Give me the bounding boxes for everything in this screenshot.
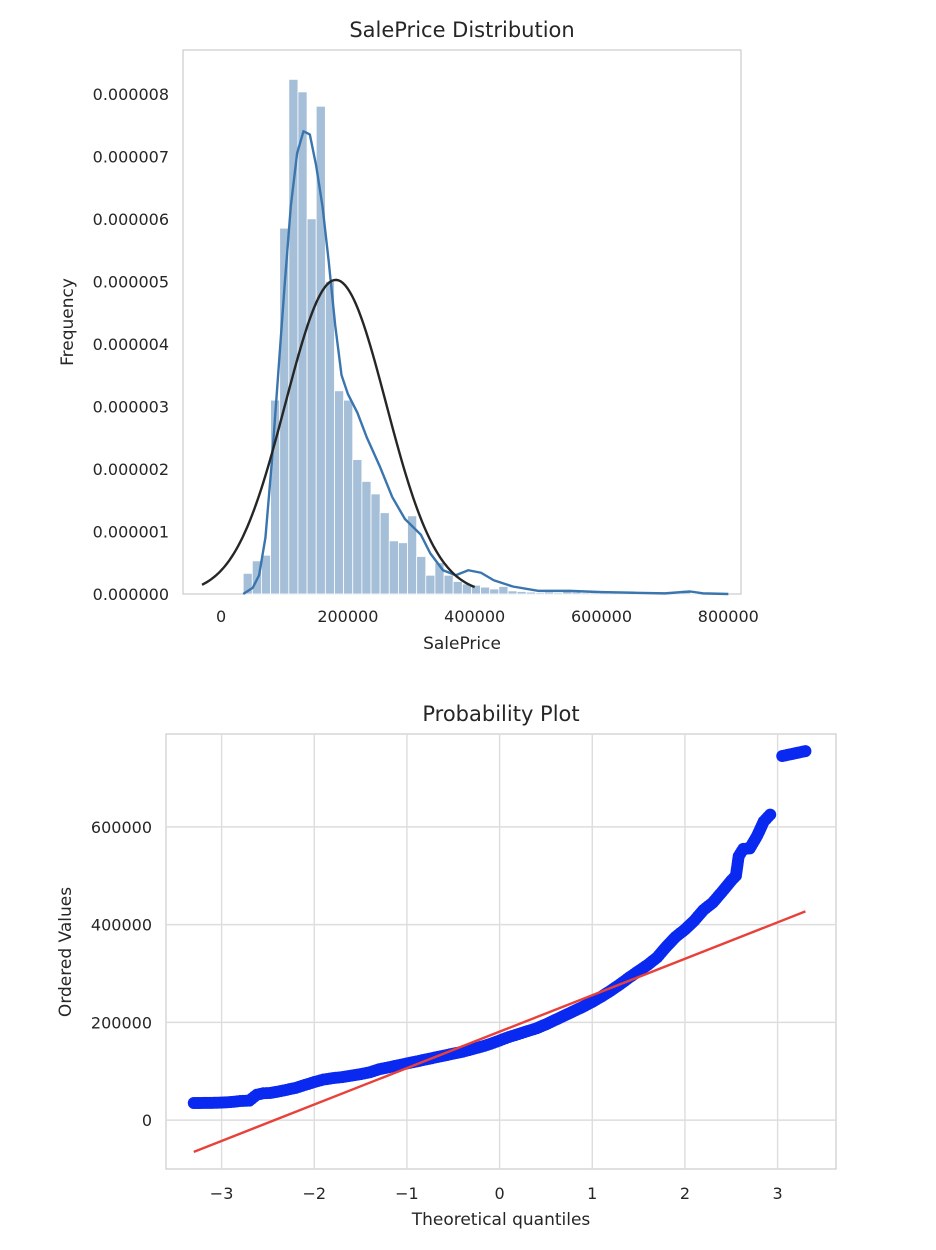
- histogram-bar: [480, 586, 491, 595]
- y-tick-label: 0.000006: [93, 210, 169, 229]
- x-tick-label: −3: [210, 1184, 234, 1203]
- histogram-bar: [580, 592, 591, 595]
- y-tick-label: 0.000000: [93, 585, 169, 604]
- x-tick-label: −1: [395, 1184, 419, 1203]
- probability-plot-frame: [165, 733, 837, 1170]
- x-tick-label: 0: [216, 607, 226, 626]
- histogram-bar: [544, 591, 555, 595]
- probability-y-tick-labels: 0 200000 400000 600000: [91, 818, 152, 1130]
- histogram-bar: [407, 515, 418, 595]
- x-tick-label: 1: [587, 1184, 597, 1203]
- probability-gridlines: [166, 734, 836, 1169]
- histogram-bar: [361, 481, 372, 595]
- probability-y-axis-label: Ordered Values: [56, 887, 76, 1017]
- histogram-bar: [416, 556, 427, 595]
- distribution-curves: [201, 130, 729, 596]
- y-tick-label: 0.000003: [93, 397, 169, 416]
- probability-points: [187, 745, 812, 1110]
- probability-x-tick-labels: −3 −2 −1 0 1 2 3: [210, 1184, 783, 1203]
- histogram-bar: [334, 390, 345, 595]
- histogram-bar: [370, 493, 381, 595]
- histogram-bar: [388, 540, 399, 595]
- histogram-bar: [352, 459, 363, 595]
- histogram-bar: [534, 592, 545, 595]
- histogram-bar: [306, 218, 317, 595]
- x-tick-label: 200000: [317, 607, 378, 626]
- y-tick-label: 400000: [91, 916, 152, 935]
- histogram-bar: [553, 592, 564, 595]
- probability-fit-line: [193, 910, 806, 1154]
- y-tick-label: 0.000005: [93, 272, 169, 291]
- histogram-bar: [261, 554, 271, 595]
- y-tick-label: 0.000002: [93, 460, 169, 479]
- distribution-y-axis-label: Frequency: [58, 278, 78, 366]
- y-tick-label: 0.000007: [93, 147, 169, 166]
- x-tick-label: 0: [495, 1184, 505, 1203]
- histogram-bar: [507, 590, 518, 595]
- y-tick-label: 600000: [91, 818, 152, 837]
- quantile-point: [764, 808, 777, 821]
- distribution-x-tick-labels: 0 200000 400000 600000 800000: [216, 607, 759, 626]
- x-tick-label: 400000: [444, 607, 505, 626]
- distribution-y-tick-labels: 0.000000 0.000001 0.000002 0.000003 0.000004…: [93, 85, 169, 604]
- y-tick-label: 0: [142, 1111, 152, 1130]
- probability-chart: Probability Plot −3 −2 −1 0 1 2 3 0 200000 40000…: [56, 702, 837, 1230]
- x-tick-label: 2: [680, 1184, 690, 1203]
- normal-fit-curve: [201, 278, 476, 589]
- histogram-bar: [452, 581, 463, 595]
- fit-line: [193, 910, 806, 1154]
- y-tick-label: 0.000001: [93, 522, 169, 541]
- distribution-x-axis-label: SalePrice: [423, 634, 501, 654]
- histogram-bar: [498, 586, 509, 595]
- kde-curve: [242, 130, 729, 596]
- histogram-bar: [324, 280, 335, 595]
- y-tick-label: 200000: [91, 1013, 152, 1032]
- histogram-bar: [379, 512, 390, 595]
- histogram-bar: [525, 591, 536, 595]
- histogram-bar: [425, 574, 436, 595]
- histogram-bar: [397, 542, 408, 595]
- quantile-point: [799, 745, 812, 758]
- histogram-bar: [443, 574, 454, 595]
- x-tick-label: 800000: [698, 607, 759, 626]
- y-tick-label: 0.000008: [93, 85, 169, 104]
- x-tick-label: 3: [773, 1184, 783, 1203]
- histogram-bar: [489, 588, 500, 595]
- histogram-bar: [343, 399, 354, 595]
- probability-x-axis-label: Theoretical quantiles: [411, 1210, 591, 1230]
- x-tick-label: −2: [302, 1184, 326, 1203]
- y-tick-label: 0.000004: [93, 335, 169, 354]
- histogram-bar: [516, 591, 527, 595]
- probability-title: Probability Plot: [422, 702, 579, 726]
- x-tick-label: 600000: [571, 607, 632, 626]
- distribution-title: SalePrice Distribution: [349, 18, 574, 42]
- distribution-chart: SalePrice Distribution 0 200000 400000 6000…: [58, 18, 759, 654]
